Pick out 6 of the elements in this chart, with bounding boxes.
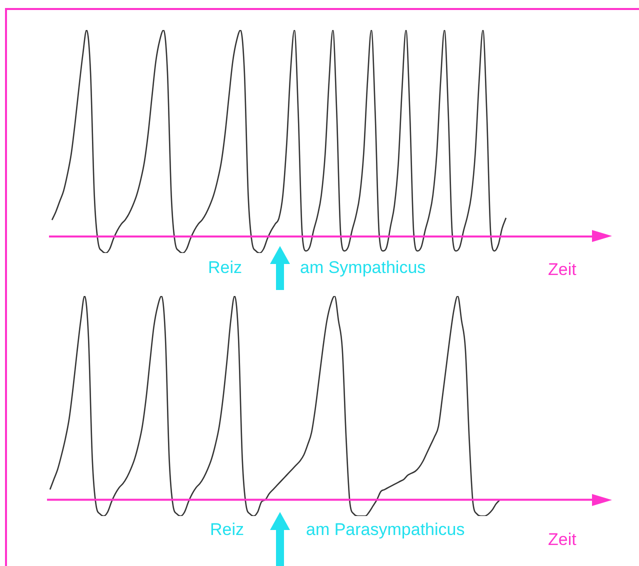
x-axis-title: Zeit xyxy=(548,260,576,280)
x-axis-title: Zeit xyxy=(548,530,576,550)
text: am Sympathicus xyxy=(300,258,426,278)
text: Reiz xyxy=(210,520,244,540)
text: am Parasympathicus xyxy=(306,520,465,540)
text: Reiz xyxy=(208,258,242,278)
